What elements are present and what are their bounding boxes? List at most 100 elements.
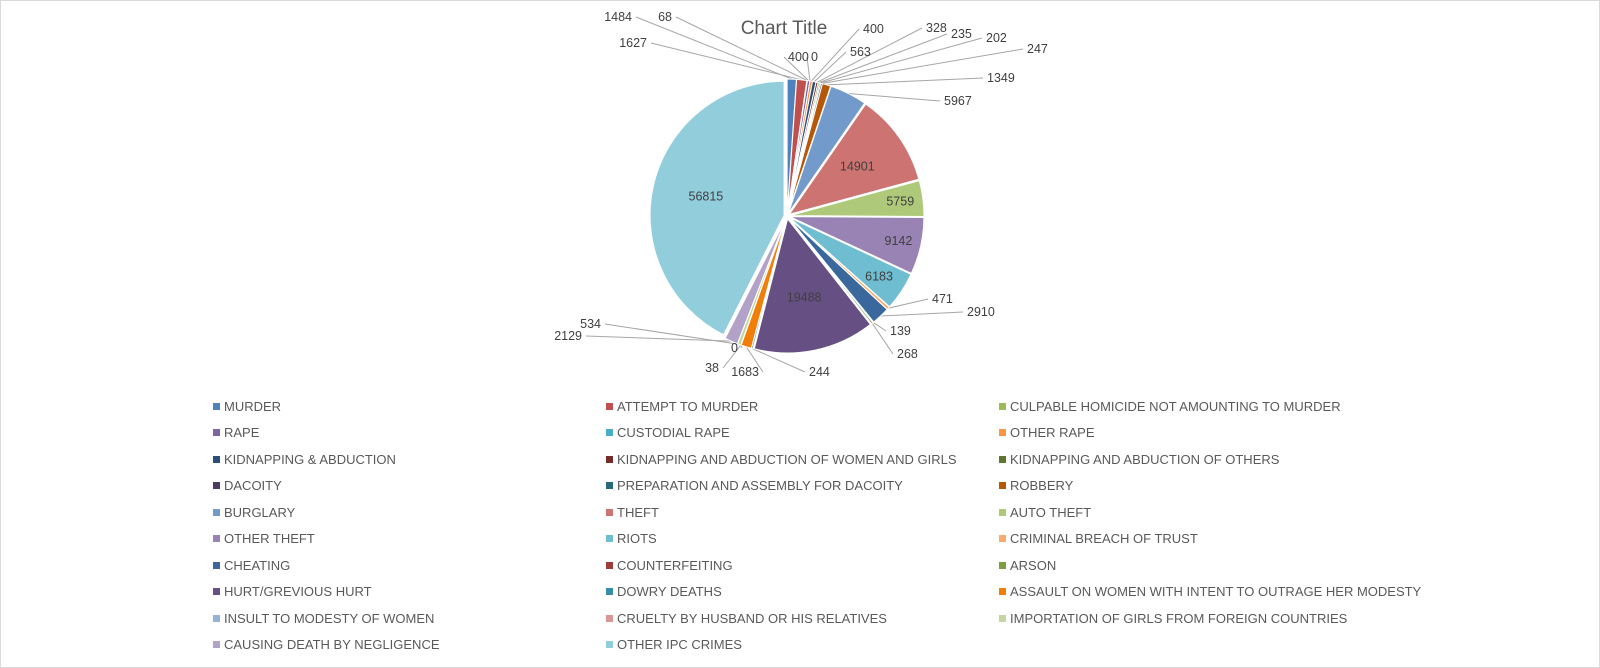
legend-item-insult-to-modesty-of-women: INSULT TO MODESTY OF WOMEN	[213, 605, 606, 632]
data-label-burglary: 5967	[944, 94, 972, 108]
legend-label: COUNTERFEITING	[617, 557, 733, 573]
legend-item-cruelty-by-husband-or-his-relatives: CRUELTY BY HUSBAND OR HIS RELATIVES	[606, 605, 999, 632]
leader-line-robbery	[826, 77, 984, 86]
legend-label: ATTEMPT TO MURDER	[617, 398, 759, 414]
data-label-importation-of-girls-from-foreign-countries: 534	[580, 317, 601, 331]
slice-auto-theft	[789, 179, 925, 217]
legend-swatch	[606, 588, 613, 596]
legend-item-cheating: CHEATING	[213, 552, 606, 579]
data-label-dacoity: 202	[986, 31, 1007, 45]
legend-item-criminal-breach-of-trust: CRIMINAL BREACH OF TRUST	[999, 526, 1399, 553]
legend-swatch	[999, 561, 1006, 569]
legend-label: RAPE	[224, 425, 260, 441]
legend-swatch	[213, 641, 220, 649]
leader-line-insult-to-modesty-of-women	[722, 344, 742, 369]
data-label-dowry-deaths: 244	[809, 365, 830, 379]
legend-label: AUTO THEFT	[1010, 504, 1092, 520]
legend-label: HURT/GREVIOUS HURT	[224, 584, 372, 600]
pie-slices	[649, 78, 925, 354]
legend-item-hurt-grevious-hurt: HURT/GREVIOUS HURT	[213, 579, 606, 606]
legend-item-burglary: BURGLARY	[213, 499, 606, 526]
legend-label: ROBBERY	[1010, 478, 1074, 494]
leader-line-rape	[783, 56, 810, 82]
data-label-hurt-grevious-hurt: 19488	[787, 291, 822, 305]
leader-line-assault-on-women-with-intent-to-outrage-her-modesty	[745, 346, 764, 373]
legend-swatch	[606, 614, 613, 622]
legend-label: RIOTS	[617, 531, 657, 547]
legend-item-rape: RAPE	[213, 420, 606, 447]
legend-swatch	[213, 561, 220, 569]
legend-item-counterfeiting: COUNTERFEITING	[606, 552, 999, 579]
data-label-cruelty-by-husband-or-his-relatives: 0	[731, 341, 738, 355]
chart-title: Chart Title	[741, 18, 828, 39]
legend-swatch	[213, 535, 220, 543]
legend-swatch	[999, 482, 1006, 490]
legend-swatch	[606, 561, 613, 569]
leader-line-kidnapping-abduction	[813, 51, 847, 83]
legend-item-preparation-and-assembly-for-dacoity: PREPARATION AND ASSEMBLY FOR DACOITY	[606, 473, 999, 500]
legend-item-causing-death-by-negligence: CAUSING DEATH BY NEGLIGENCE	[213, 632, 606, 659]
legend-item-importation-of-girls-from-foreign-countries: IMPORTATION OF GIRLS FROM FOREIGN COUNTR…	[999, 605, 1399, 632]
legend-label: CAUSING DEATH BY NEGLIGENCE	[224, 637, 440, 653]
legend-item-culpable-homicide-not-amounting-to-murder: CULPABLE HOMICIDE NOT AMOUNTING TO MURDE…	[999, 393, 1399, 420]
legend-swatch	[999, 535, 1006, 543]
legend-label: CUSTODIAL RAPE	[617, 425, 730, 441]
legend-label: PREPARATION AND ASSEMBLY FOR DACOITY	[617, 478, 903, 494]
legend-item-auto-theft: AUTO THEFT	[999, 499, 1399, 526]
data-label-causing-death-by-negligence: 2129	[554, 329, 582, 343]
legend-item-kidnapping-and-abduction-of-women-and-girls: KIDNAPPING AND ABDUCTION OF WOMEN AND GI…	[606, 446, 999, 473]
legend-item-assault-on-women-with-intent-to-outrage-her-modesty: ASSAULT ON WOMEN WITH INTENT TO OUTRAGE …	[999, 579, 1421, 606]
slice-other-theft	[789, 216, 925, 274]
legend-label: KIDNAPPING & ABDUCTION	[224, 451, 396, 467]
legend-swatch	[213, 614, 220, 622]
legend: MURDER ATTEMPT TO MURDER CULPABLE HOMICIDE…	[213, 393, 1421, 659]
legend-item-attempt-to-murder: ATTEMPT TO MURDER	[606, 393, 999, 420]
data-label-cheating: 2910	[967, 305, 995, 319]
data-label-preparation-and-assembly-for-dacoity: 247	[1027, 42, 1048, 56]
legend-item-riots: RIOTS	[606, 526, 999, 553]
legend-swatch	[606, 508, 613, 516]
leader-line-burglary	[848, 93, 941, 102]
legend-item-other-rape: OTHER RAPE	[999, 420, 1399, 447]
legend-label: OTHER IPC CRIMES	[617, 637, 742, 653]
legend-item-arson: ARSON	[999, 552, 1399, 579]
legend-label: IMPORTATION OF GIRLS FROM FOREIGN COUNTR…	[1010, 610, 1348, 626]
data-label-other-ipc-crimes: 56815	[689, 190, 724, 204]
leader-lines	[585, 16, 1024, 373]
legend-label: CHEATING	[224, 557, 291, 573]
data-label-counterfeiting: 139	[890, 324, 911, 338]
legend-label: CRIMINAL BREACH OF TRUST	[1010, 531, 1198, 547]
data-label-rape: 400	[788, 50, 809, 64]
legend-label: CRUELTY BY HUSBAND OR HIS RELATIVES	[617, 610, 887, 626]
legend-label: OTHER THEFT	[224, 531, 315, 547]
data-label-insult-to-modesty-of-women: 38	[705, 361, 719, 375]
legend-item-other-theft: OTHER THEFT	[213, 526, 606, 553]
legend-item-kidnapping-and-abduction-of-others: KIDNAPPING AND ABDUCTION OF OTHERS	[999, 446, 1399, 473]
legend-label: ASSAULT ON WOMEN WITH INTENT TO OUTRAGE …	[1010, 584, 1422, 600]
legend-swatch	[213, 482, 220, 490]
legend-label: CULPABLE HOMICIDE NOT AMOUNTING TO MURDE…	[1010, 398, 1341, 414]
legend-item-robbery: ROBBERY	[999, 473, 1399, 500]
legend-swatch	[606, 535, 613, 543]
legend-swatch	[999, 614, 1006, 622]
legend-item-murder: MURDER	[213, 393, 606, 420]
slice-hurt-grevious-hurt	[753, 217, 872, 354]
legend-item-kidnapping-abduction: KIDNAPPING & ABDUCTION	[213, 446, 606, 473]
legend-swatch	[213, 455, 220, 463]
legend-label: THEFT	[617, 504, 659, 520]
legend-label: DACOITY	[224, 478, 282, 494]
leader-line-counterfeiting	[872, 322, 887, 332]
leader-line-arson	[871, 322, 894, 355]
legend-label: BURGLARY	[224, 504, 296, 520]
legend-swatch	[606, 402, 613, 410]
data-label-kidnapping-and-abduction-of-others: 235	[951, 27, 972, 41]
data-label-robbery: 1349	[987, 71, 1015, 85]
slice-other-ipc-crimes	[649, 80, 785, 336]
legend-label: MURDER	[224, 398, 282, 414]
legend-swatch	[213, 429, 220, 437]
leader-line-dacoity	[820, 37, 983, 84]
data-label-riots: 6183	[865, 270, 893, 284]
legend-swatch	[999, 402, 1006, 410]
